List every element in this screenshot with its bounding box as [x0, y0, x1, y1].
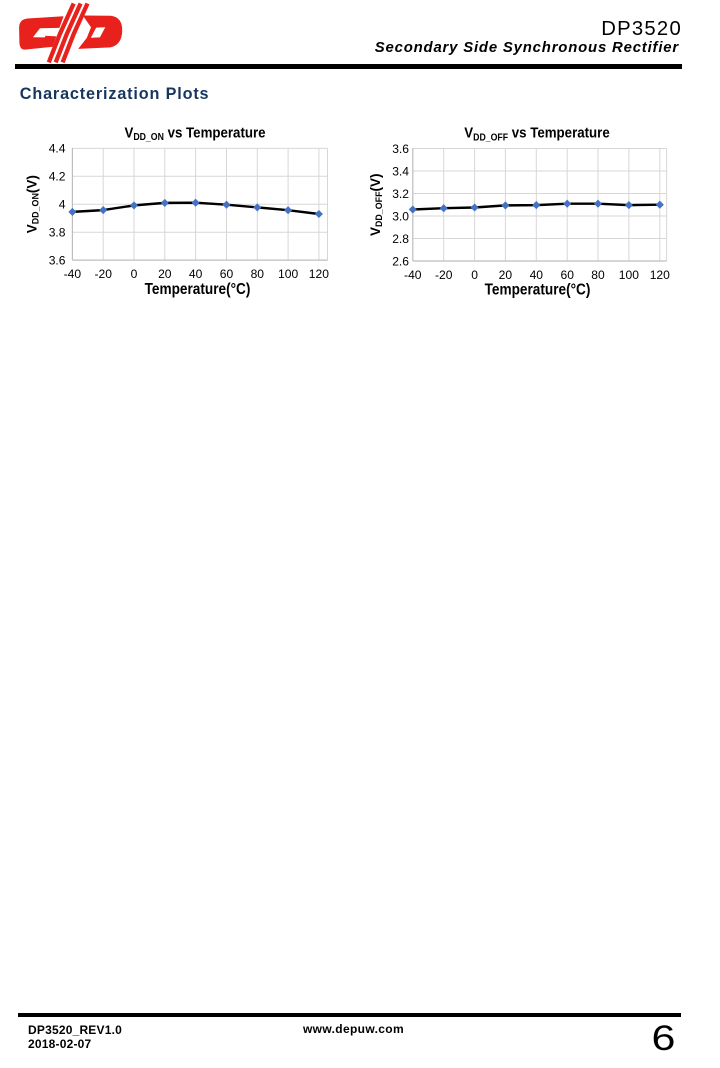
svg-text:20: 20 [158, 267, 172, 281]
svg-text:3.0: 3.0 [392, 209, 409, 223]
svg-text:-20: -20 [94, 267, 112, 281]
svg-text:2.6: 2.6 [392, 254, 409, 268]
svg-text:2.8: 2.8 [392, 232, 409, 246]
svg-text:3.6: 3.6 [49, 253, 66, 267]
svg-text:20: 20 [499, 268, 513, 282]
svg-text:3.4: 3.4 [392, 164, 409, 178]
svg-text:-40: -40 [404, 268, 422, 282]
svg-text:3.8: 3.8 [49, 226, 66, 240]
svg-text:80: 80 [251, 267, 265, 281]
svg-text:VDD_OFF(V): VDD_OFF(V) [368, 174, 384, 236]
svg-text:120: 120 [650, 268, 670, 282]
svg-text:0: 0 [131, 267, 138, 281]
svg-text:60: 60 [560, 268, 574, 282]
svg-text:4.4: 4.4 [49, 142, 66, 156]
svg-text:40: 40 [189, 267, 203, 281]
svg-text:4: 4 [59, 198, 66, 212]
svg-text:60: 60 [220, 267, 234, 281]
svg-text:VDD_ON vs Temperature: VDD_ON vs Temperature [124, 125, 265, 143]
svg-text:80: 80 [591, 268, 605, 282]
svg-text:-20: -20 [435, 268, 453, 282]
svg-text:-40: -40 [64, 267, 82, 281]
svg-text:4.2: 4.2 [49, 170, 66, 184]
svg-text:3.2: 3.2 [392, 187, 409, 201]
svg-text:Temperature(°C): Temperature(°C) [145, 281, 251, 298]
svg-text:Temperature(°C): Temperature(°C) [485, 282, 591, 299]
svg-text:VDD_OFF vs Temperature: VDD_OFF vs Temperature [464, 125, 609, 143]
svg-text:100: 100 [619, 268, 639, 282]
svg-text:3.6: 3.6 [392, 142, 409, 156]
svg-text:120: 120 [309, 267, 329, 281]
svg-text:40: 40 [530, 268, 544, 282]
svg-text:0: 0 [471, 268, 478, 282]
svg-text:VDD_ON(V): VDD_ON(V) [24, 175, 40, 233]
svg-text:100: 100 [278, 267, 298, 281]
